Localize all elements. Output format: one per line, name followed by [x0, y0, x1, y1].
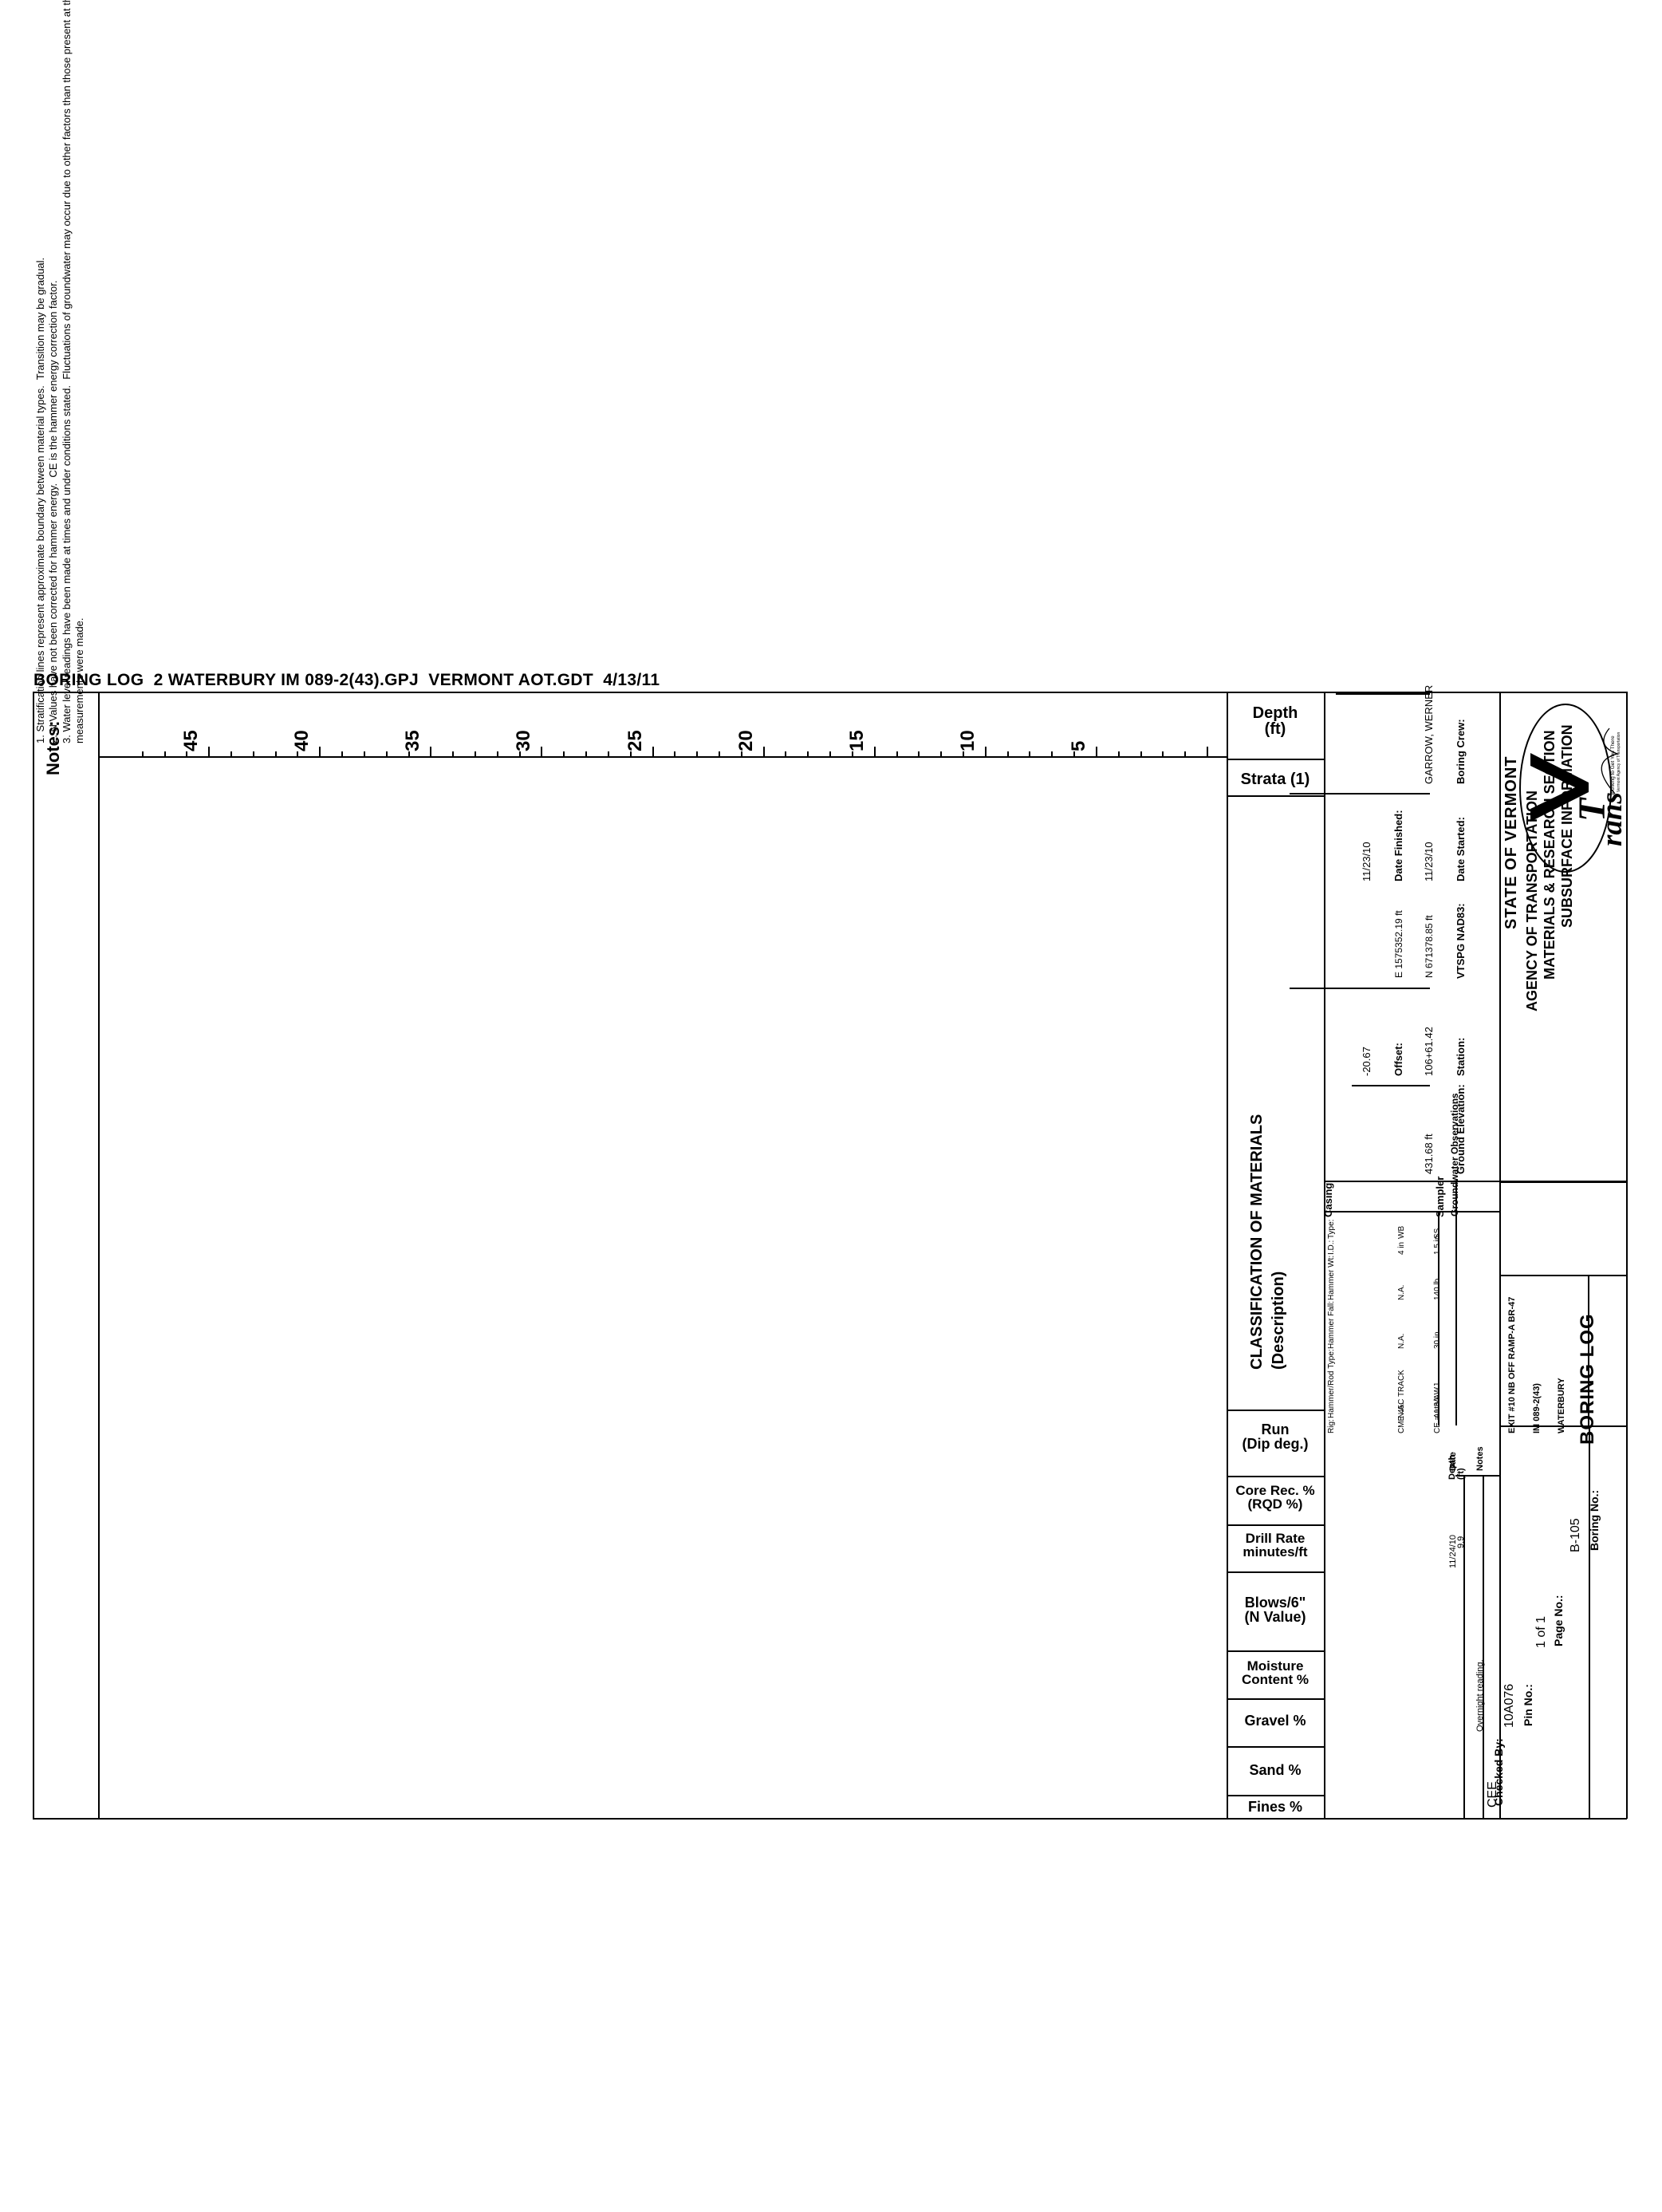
svg-text:Vermont Agency of Transportati: Vermont Agency of Transportation — [1617, 731, 1621, 792]
svg-text:rans: rans — [1596, 792, 1625, 846]
svg-text:Working to Get You There: Working to Get You There — [1610, 735, 1616, 795]
